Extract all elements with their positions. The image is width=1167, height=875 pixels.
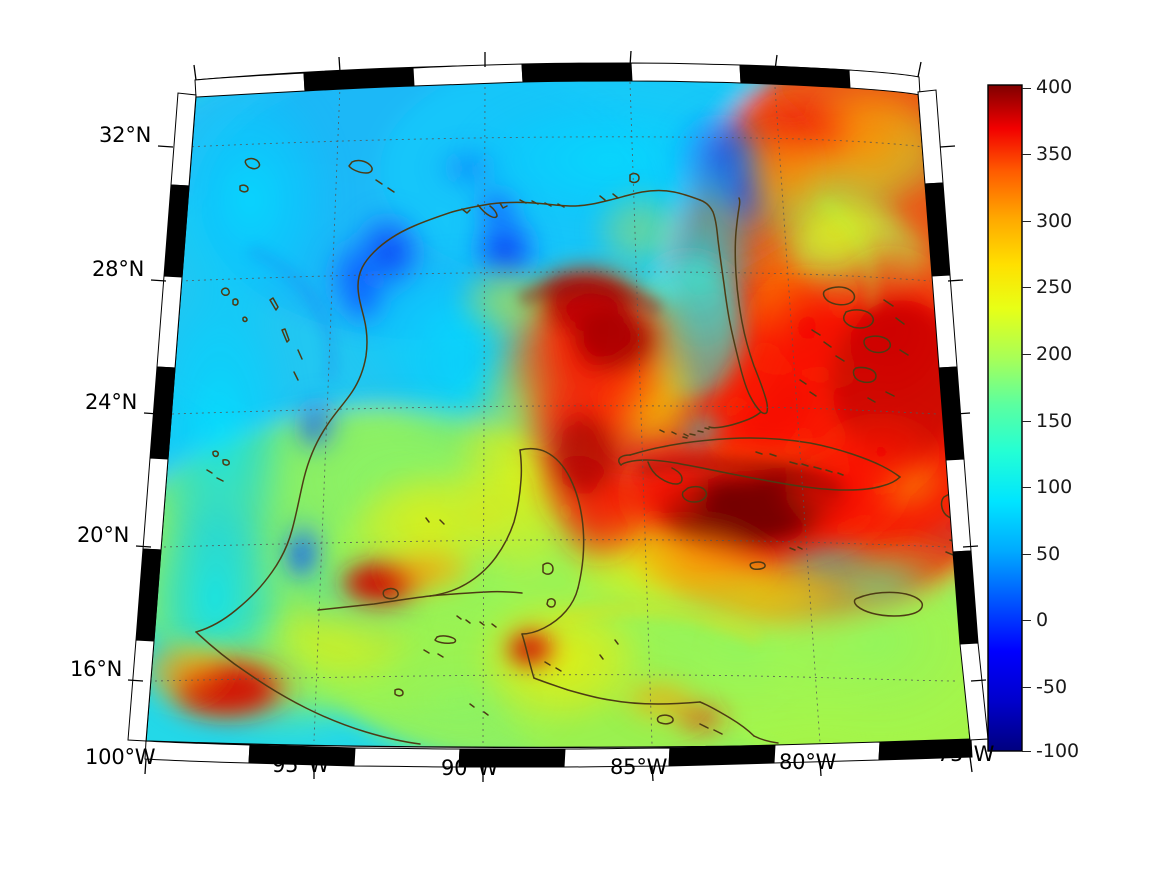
y-tick-label-28n: 28°N [92, 257, 145, 281]
x-tick-label-90w: 90°W [441, 756, 499, 780]
axis-ticks [127, 50, 987, 782]
frame-left-segments [127, 92, 197, 742]
x-tick-label-80w: 80°W [779, 750, 837, 774]
scalar-field [146, 79, 970, 748]
cb-label-250: 250 [1036, 276, 1073, 298]
map-frame [127, 50, 989, 782]
cb-label-350: 350 [1036, 143, 1073, 165]
x-tick-label-100w: 100°W [85, 745, 156, 769]
gulf-stream [700, 80, 970, 470]
cb-label-minus50: -50 [1036, 676, 1068, 698]
colorbar[interactable] [987, 84, 1023, 752]
x-tick-label-85w: 85°W [610, 755, 668, 779]
cb-tickmark-200 [1022, 354, 1031, 355]
warm-patches [146, 185, 735, 740]
cb-label-200: 200 [1036, 343, 1073, 365]
cb-label-0: 0 [1036, 609, 1049, 631]
cb-label-minus100: -100 [1036, 740, 1080, 762]
cb-tickmark-0 [1022, 620, 1031, 621]
cb-tickmark-350 [1022, 154, 1031, 155]
x-tick-label-95w: 95°W [272, 753, 330, 777]
cb-label-50: 50 [1036, 543, 1061, 565]
y-tick-label-16n: 16°N [70, 657, 123, 681]
frame-top-segments [194, 62, 921, 98]
cb-label-100: 100 [1036, 476, 1073, 498]
cb-label-150: 150 [1036, 410, 1073, 432]
y-tick-label-24n: 24°N [85, 390, 138, 414]
cb-tickmark-400 [1022, 88, 1031, 89]
cb-label-300: 300 [1036, 210, 1073, 232]
graticule [146, 80, 970, 745]
cb-tickmark-50 [1022, 554, 1031, 555]
y-tick-label-20n: 20°N [77, 523, 130, 547]
field-texture [247, 194, 880, 647]
y-tick-label-32n: 32°N [99, 123, 152, 147]
cb-tickmark-150 [1022, 421, 1031, 422]
cb-tickmark-250 [1022, 287, 1031, 288]
cb-tickmark-minus50 [1022, 687, 1031, 688]
cb-tickmark-minus100 [1022, 751, 1031, 752]
cb-tickmark-300 [1022, 221, 1031, 222]
x-tick-label-75w: 75°W [937, 742, 995, 766]
frame-right-segments [917, 89, 989, 741]
cb-label-400: 400 [1036, 76, 1073, 98]
frame-bottom-segments [144, 738, 973, 768]
cb-tickmark-100 [1022, 487, 1031, 488]
